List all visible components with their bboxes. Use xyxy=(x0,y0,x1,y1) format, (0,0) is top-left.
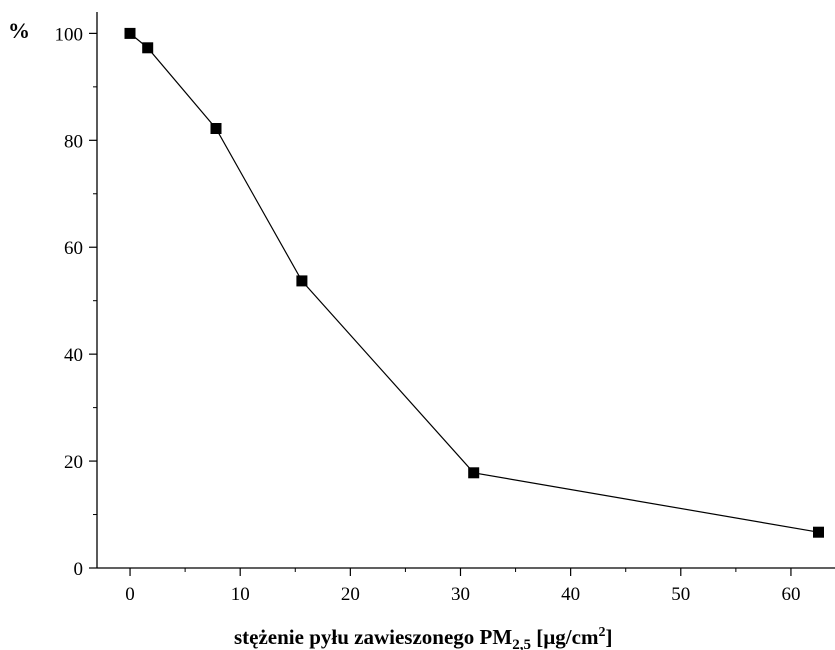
x-axis-label-unit-open: [µg/cm xyxy=(531,625,599,649)
y-tick-label: 40 xyxy=(64,345,83,366)
y-tick-label: 80 xyxy=(64,131,83,152)
x-tick-label: 40 xyxy=(561,584,580,605)
data-point xyxy=(468,467,480,479)
x-tick-label: 10 xyxy=(231,584,250,605)
x-tick-label: 0 xyxy=(125,584,135,605)
y-tick-label: 0 xyxy=(74,559,84,580)
data-point xyxy=(142,42,154,54)
y-tick-label: 20 xyxy=(64,452,83,473)
data-point xyxy=(210,123,222,134)
x-axis-label-superscript: 2 xyxy=(598,625,605,640)
data-point xyxy=(296,275,308,287)
ticks: 0 20 40 60 80 100 0 10 20 30 40 50 60 xyxy=(55,24,801,605)
x-axis-label-subscript: 2,5 xyxy=(512,637,531,650)
x-tick-label: 30 xyxy=(451,584,470,605)
series-line xyxy=(129,32,819,533)
x-axis-label-main: stężenie pyłu zawieszonego PM xyxy=(234,625,512,649)
data-point xyxy=(124,27,136,39)
y-tick-label: 100 xyxy=(55,24,84,45)
x-tick-label: 20 xyxy=(341,584,360,605)
x-tick-label: 50 xyxy=(671,584,690,605)
x-axis-label-unit-close: ] xyxy=(605,625,612,649)
data-point xyxy=(813,526,824,538)
x-axis-label: stężenie pyłu zawieszonego PM2,5 [µg/cm2… xyxy=(234,625,612,650)
y-tick-label: 60 xyxy=(64,238,83,259)
series xyxy=(124,27,824,538)
axes xyxy=(96,12,835,569)
x-tick-label: 60 xyxy=(781,584,800,605)
y-axis-label: % xyxy=(8,18,30,43)
